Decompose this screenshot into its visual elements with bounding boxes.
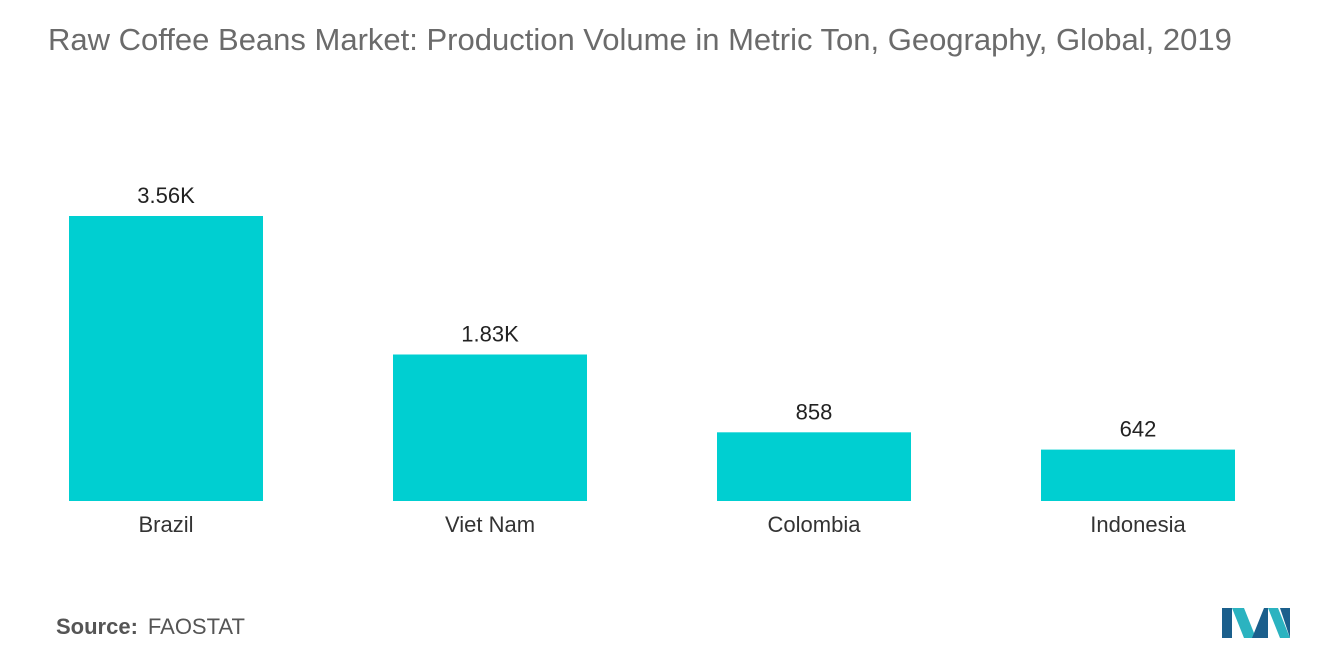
chart-title: Raw Coffee Beans Market: Production Volu…: [48, 22, 1232, 57]
data-label: 858: [796, 399, 833, 424]
source-note: Source: FAOSTAT: [56, 614, 245, 640]
bar-indonesia: [1041, 449, 1235, 501]
source-value: FAOSTAT: [147, 614, 245, 639]
x-tick-label: Colombia: [768, 512, 862, 537]
bar-viet-nam: [393, 354, 587, 501]
x-tick-label: Indonesia: [1090, 512, 1186, 537]
source-label: Source:: [56, 614, 138, 639]
x-tick-label: Brazil: [138, 512, 193, 537]
x-tick-label: Viet Nam: [445, 512, 535, 537]
bar-chart: 3.56K Brazil 1.83K Viet Nam 858 Colombia 642 In…: [69, 183, 1235, 537]
bar-brazil: [69, 216, 263, 501]
data-label: 1.83K: [461, 321, 519, 346]
bar-colombia: [717, 432, 911, 501]
data-label: 642: [1120, 417, 1157, 442]
mordor-intelligence-logo-icon: [1222, 608, 1290, 638]
data-label: 3.56K: [137, 183, 195, 208]
